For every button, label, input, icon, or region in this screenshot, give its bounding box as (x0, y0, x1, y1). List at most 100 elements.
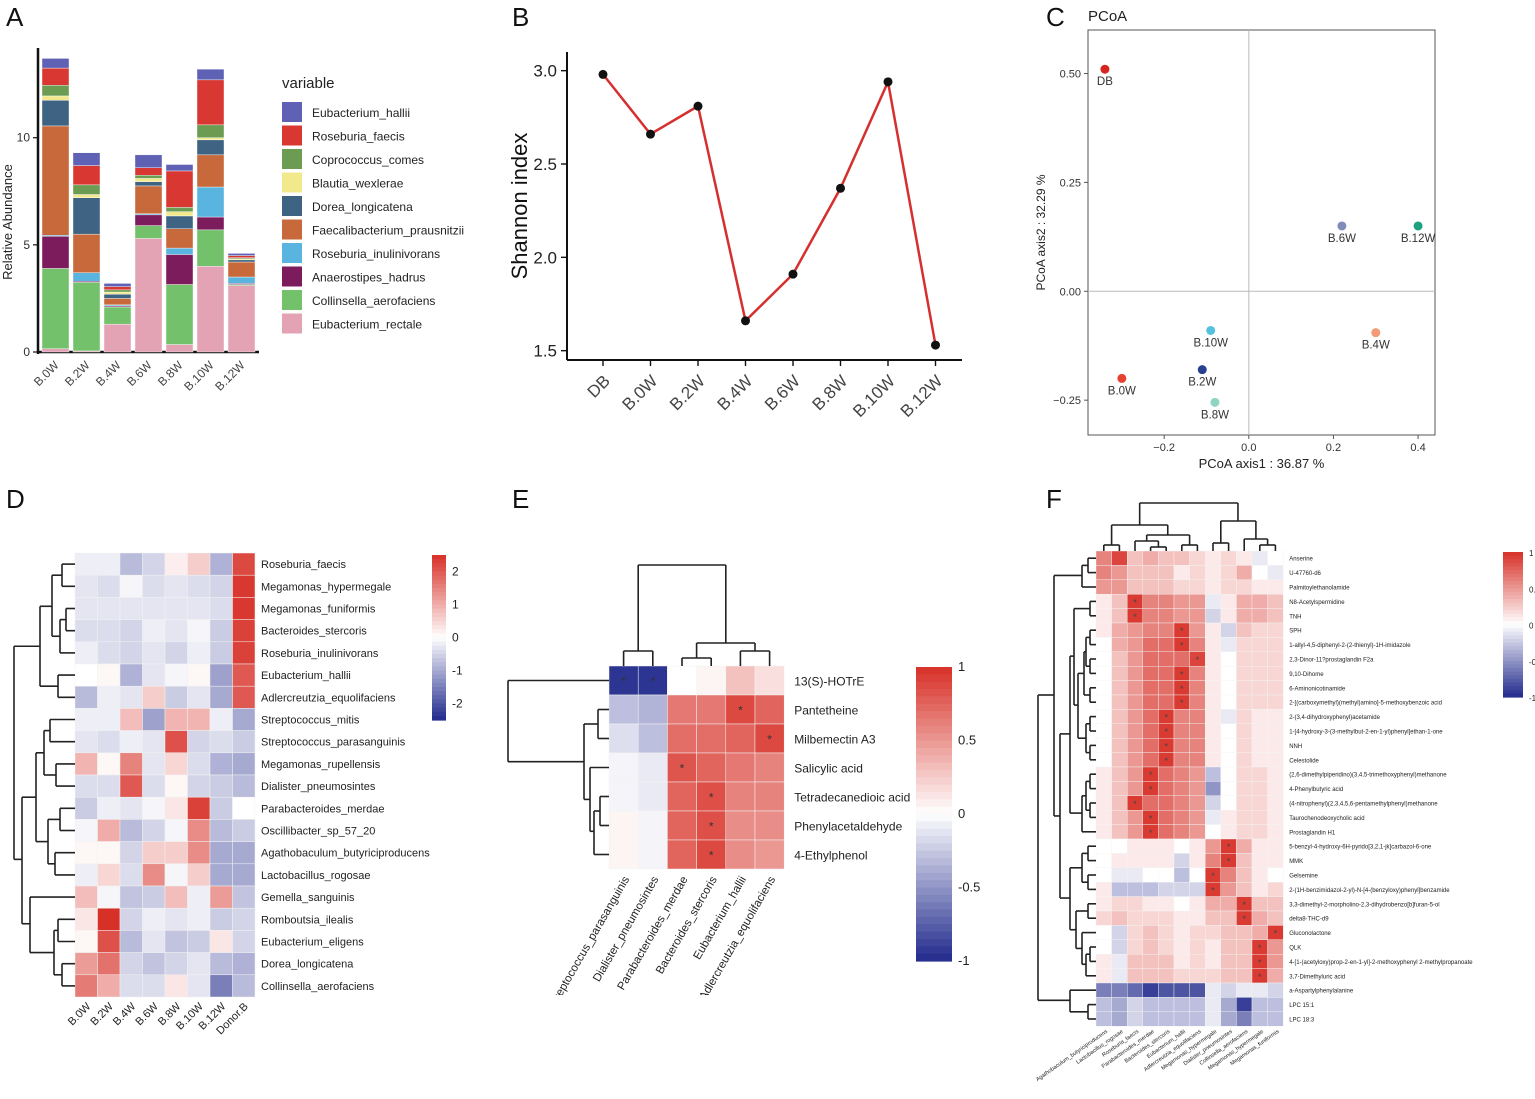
row-label: Gluconolactone (1289, 931, 1331, 937)
heatmap-cell (1236, 694, 1253, 710)
bar-segment (134, 154, 163, 168)
heatmap-cell (1220, 709, 1237, 724)
heatmap-cell (1158, 665, 1175, 681)
heatmap-cell (142, 796, 166, 820)
heatmap-cell (1204, 680, 1221, 696)
panel-label-a: A (6, 2, 24, 32)
x-tick-label: B.12W (897, 371, 947, 421)
row-label: 6-Aminonicotinamide (1289, 686, 1346, 692)
heatmap-cell (1173, 838, 1190, 854)
heatmap-cell (1189, 882, 1206, 897)
heatmap-cell (1142, 694, 1159, 710)
heatmap-cell (1173, 954, 1190, 969)
pcoa-scatter-c: PCoA −0.2 0.0 0.2 0.4 −0.25 0.00 0.25 0.50 PCoA a… (1034, 8, 1436, 471)
colorbar-e-segment (916, 806, 952, 815)
colorbar-e-segment (916, 880, 952, 889)
plot-frame (1087, 29, 1436, 436)
heatmap-cell (1111, 910, 1128, 926)
bar-segment (72, 184, 101, 195)
heatmap-cell (1204, 997, 1221, 1012)
heatmap-cell (637, 810, 668, 841)
heatmap-cell (1095, 810, 1112, 825)
heatmap-cell (1173, 737, 1190, 753)
heatmap-cell (142, 641, 166, 665)
colorbar-f-tick: -1 (1529, 694, 1535, 703)
colorbar-d-segment (432, 596, 446, 601)
heatmap-cell (1220, 737, 1237, 753)
heatmap-cell (1236, 997, 1253, 1012)
heatmap-cell (1111, 968, 1128, 984)
row-label: Eubacterium_eligens (261, 937, 364, 949)
row-label: a-Aspartylphenylalanine (1289, 989, 1354, 995)
row-label: Lactobacillus_rogosae (261, 870, 370, 882)
heatmap-cell (1204, 954, 1221, 969)
colorbar-e-segment (916, 916, 952, 925)
colorbar-d-segment (432, 637, 446, 643)
heatmap-cell (1126, 997, 1143, 1012)
heatmap-cell (232, 641, 256, 665)
heatmap-cell (637, 665, 668, 696)
significance-star: * (1258, 957, 1262, 967)
heatmap-cell (1251, 565, 1268, 581)
heatmap-cell (1189, 795, 1206, 811)
row-label: Oscillibacter_sp_57_20 (261, 826, 375, 838)
heatmap-cell (1220, 723, 1237, 739)
heatmap-cell (1189, 752, 1206, 768)
heatmap-cell (1158, 882, 1175, 897)
heatmap-cell (1189, 723, 1206, 739)
bar-segment (196, 68, 225, 81)
heatmap-cell (187, 597, 211, 620)
colorbar-e-segment (916, 872, 952, 881)
heatmap-cell (1189, 593, 1206, 609)
heatmap-cell (637, 752, 668, 783)
heatmap-cell (1142, 954, 1159, 969)
heatmap-cell (1158, 550, 1175, 566)
heatmap-cell (1173, 882, 1190, 897)
heatmap-cell (1173, 795, 1190, 811)
heatmap-cell (1158, 781, 1175, 796)
heatmap-cell (1095, 766, 1112, 782)
heatmap-cell (97, 663, 121, 687)
heatmap-cell (1111, 579, 1128, 595)
heatmap-cell (1251, 752, 1268, 768)
colorbar-e-segment (916, 740, 952, 749)
colorbar-e-segment (916, 681, 952, 690)
heatmap-cell (1267, 853, 1284, 868)
heatmap-cell (1204, 651, 1221, 667)
heatmap-cell (1158, 694, 1175, 710)
heatmap-cell (209, 952, 233, 976)
heatmap-cell (1236, 810, 1253, 825)
heatmap-cell (1189, 622, 1206, 638)
heatmap-cell (1095, 651, 1112, 667)
row-label: Gemella_sanguinis (261, 892, 355, 904)
heatmap-cell (119, 708, 143, 731)
heatmap-cell (1158, 896, 1175, 912)
heatmap-cell (1267, 680, 1284, 696)
heatmap-cell (1158, 651, 1175, 667)
heatmap-cell (1236, 752, 1253, 768)
heatmap-cell (1251, 593, 1268, 609)
heatmap-cell (164, 641, 188, 665)
data-point (836, 183, 845, 193)
heatmap-cell (1142, 925, 1159, 940)
colorbar-f-segment (1503, 693, 1523, 698)
x-tick-label: B.6W (124, 358, 155, 389)
legend-swatch (282, 172, 302, 193)
heatmap-cell (164, 774, 188, 798)
heatmap-cell (1095, 694, 1112, 710)
heatmap-cell (1142, 882, 1159, 897)
significance-star: * (709, 791, 714, 805)
colorbar-f-segment (1503, 678, 1523, 684)
heatmap-cell (1251, 867, 1268, 883)
heatmap-cell (74, 574, 98, 598)
row-label: 2-(1H-benzimidazol-2-yl)-N-[4-(benzyloxy… (1289, 888, 1450, 894)
heatmap-cell (97, 597, 121, 620)
bar-segment (72, 233, 101, 273)
data-point (693, 101, 703, 111)
heatmap-cell (1204, 968, 1221, 984)
colorbar-e-segment (916, 946, 952, 955)
row-dendrogram (13, 563, 75, 987)
heatmap-cell (1220, 608, 1237, 624)
heatmap-cell (1267, 723, 1284, 739)
colorbar-e-segment (916, 689, 952, 697)
